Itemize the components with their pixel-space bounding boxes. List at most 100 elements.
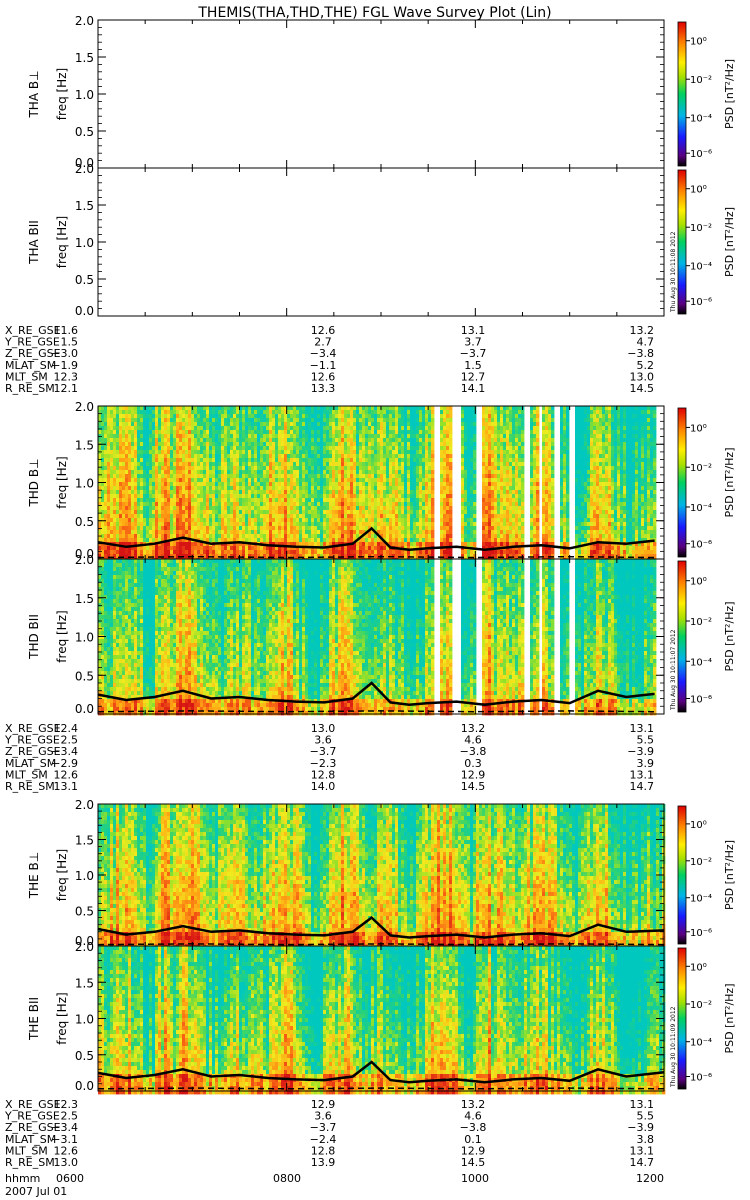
generation-timestamp: Thu Aug 30 10:11:07 2012 xyxy=(670,629,677,711)
y-tick-label: 0.5 xyxy=(75,1049,94,1063)
date-label: 2007 Jul 01 xyxy=(5,1185,67,1198)
ephemeris-value: 13.0 xyxy=(630,370,655,383)
ephemeris-row-label: X_RE_GSE xyxy=(5,722,61,735)
ephemeris-value: −3.7 xyxy=(310,1121,337,1134)
panel-tha-bpar: 0.0 0.5 1.0 1.5 2.0 freq [Hz] THA BII 10⁰ 10⁻² 10… xyxy=(27,162,736,318)
colorbar-tick-label: 10⁻⁴ xyxy=(690,657,712,668)
ephemeris-value: 5.5 xyxy=(637,1110,655,1123)
ephemeris-row-label: MLAT_SM xyxy=(5,757,56,770)
colorbar-tick-label: 10⁻⁴ xyxy=(690,262,712,273)
ephemeris-value: −3.8 xyxy=(460,1121,487,1134)
ephemeris-row-label: MLAT_SM xyxy=(5,359,56,372)
ephemeris-value: 0.3 xyxy=(464,757,482,770)
panel-thd-bperp: 0.0 0.5 1.0 1.5 2.0 freq [Hz] THD B⊥ 10⁰ 10⁻² 10⁻… xyxy=(27,400,736,563)
cyclotron-frequency-line xyxy=(97,526,655,552)
colorbar-tick-label: 10⁻⁶ xyxy=(690,695,712,706)
ephemeris-row-label: Z_RE_GSE xyxy=(5,1121,61,1134)
ephemeris-value: 12.9 xyxy=(311,1098,336,1111)
ephemeris-value: 12.8 xyxy=(311,1144,336,1157)
figure-title: THEMIS(THA,THD,THE) FGL Wave Survey Plot… xyxy=(197,5,551,21)
y-tick-label: 1.0 xyxy=(75,869,94,883)
colorbar-tick-label: 10⁻² xyxy=(690,617,712,628)
ephemeris-row-label: X_RE_GSE xyxy=(5,324,61,337)
ephemeris-value: 1.5 xyxy=(61,336,79,349)
y-tick-label: 1.0 xyxy=(75,631,94,645)
y-tick-label: 1.0 xyxy=(75,236,94,250)
y-axis-label: freq [Hz] xyxy=(55,456,69,508)
colorbar xyxy=(677,560,687,713)
ephemeris-value: 12.8 xyxy=(311,768,336,781)
y-tick-label: 2.0 xyxy=(75,798,94,812)
ephemeris-value: 14.1 xyxy=(461,382,486,395)
ephemeris-value: −3.8 xyxy=(460,745,487,758)
ephemeris-value: 5.5 xyxy=(637,734,655,747)
ephemeris-value: 2.5 xyxy=(61,1110,79,1123)
ephemeris-value: 12.6 xyxy=(311,324,336,337)
y-tick-label: 1.0 xyxy=(75,477,94,491)
colorbar-label: PSD [nT²/Hz] xyxy=(723,447,736,517)
ephemeris-value: 13.1 xyxy=(630,1144,655,1157)
y-tick-label: 0.5 xyxy=(75,125,94,139)
spectrogram-heatmap xyxy=(98,946,666,1095)
y-tick-label: 0.0 xyxy=(75,1079,94,1093)
y-tick-label: 0.5 xyxy=(75,669,94,683)
ephemeris-row-label: MLT_SM xyxy=(5,768,48,781)
ephemeris-value: −3.9 xyxy=(627,745,654,758)
colorbar-label: PSD [nT²/Hz] xyxy=(723,983,736,1053)
ephemeris-value: 14.5 xyxy=(461,780,486,793)
ephemeris-value: 3.6 xyxy=(314,734,332,747)
ephemeris-value: 13.0 xyxy=(54,1156,79,1169)
ephemeris-value: 12.6 xyxy=(54,1144,79,1157)
ephemeris-value: 1.5 xyxy=(464,359,482,372)
ephemeris-value: 13.3 xyxy=(311,382,336,395)
ephemeris-value: −1.1 xyxy=(310,359,337,372)
colorbar xyxy=(677,407,687,558)
colorbar-tick-label: 10⁻⁴ xyxy=(690,114,712,125)
y-tick-label: 1.5 xyxy=(75,199,94,213)
time-tick-label: 0600 xyxy=(56,1172,84,1185)
y-axis-label: freq [Hz] xyxy=(55,216,69,268)
y-tick-label: 0.0 xyxy=(75,934,94,948)
ephemeris-value: 12.7 xyxy=(461,370,486,383)
y-tick-label: 1.5 xyxy=(75,592,94,606)
ephemeris-value: 12.6 xyxy=(311,370,336,383)
panel-tha-bperp: 0.0 0.5 1.0 1.5 2.0 freq [Hz] THA B⊥ 10⁰ 10⁻² 10⁻… xyxy=(27,14,736,170)
ephemeris-row-label: X_RE_GSE xyxy=(5,1098,61,1111)
y-tick-label: 2.0 xyxy=(75,940,94,954)
ephemeris-value: 12.4 xyxy=(54,722,79,735)
colorbar xyxy=(677,169,687,315)
panel-title: THD B⊥ xyxy=(27,458,41,507)
ephemeris-value: 13.1 xyxy=(461,324,486,337)
ephemeris-value: −3.7 xyxy=(460,347,487,360)
y-tick-label: 1.0 xyxy=(75,88,94,102)
colorbar-tick-label: 10⁻⁶ xyxy=(690,149,712,160)
ephemeris-value: 14.7 xyxy=(630,1156,655,1169)
ephemeris-value: 12.9 xyxy=(461,1144,486,1157)
y-tick-label: 1.5 xyxy=(75,976,94,990)
ephemeris-value: 5.2 xyxy=(637,359,655,372)
panel-title: THA B⊥ xyxy=(27,70,41,118)
ephemeris-value: −1.9 xyxy=(51,359,78,372)
y-tick-label: 0.0 xyxy=(75,156,94,170)
ephemeris-row-label: MLT_SM xyxy=(5,370,48,383)
colorbar-tick-label: 10⁻⁶ xyxy=(690,297,712,308)
colorbar-tick-label: 10⁻⁴ xyxy=(690,503,712,514)
y-tick-label: 1.5 xyxy=(75,438,94,452)
panel-the-bpar: 0.0 0.5 1.0 1.5 2.0 freq [Hz] THE BII 10⁰ 10⁻² 10… xyxy=(27,940,736,1095)
ephemeris-value: 13.9 xyxy=(311,1156,336,1169)
ephemeris-value: 3.7 xyxy=(464,336,482,349)
ephemeris-value: 3.6 xyxy=(314,1110,332,1123)
y-tick-label: 1.0 xyxy=(75,1013,94,1027)
ephemeris-value: −3.0 xyxy=(51,347,78,360)
colorbar-tick-label: 10⁻⁶ xyxy=(690,928,712,939)
colorbar-tick-label: 10⁰ xyxy=(690,423,707,434)
ephemeris-value: 13.1 xyxy=(54,780,79,793)
ephemeris-row-label: Z_RE_GSE xyxy=(5,745,61,758)
y-tick-label: 1.5 xyxy=(75,51,94,65)
ephemeris-value: 14.0 xyxy=(311,780,336,793)
ephemeris-value: 14.5 xyxy=(461,1156,486,1169)
ephemeris-value: 13.0 xyxy=(311,722,336,735)
ephemeris-value: 13.2 xyxy=(461,722,486,735)
